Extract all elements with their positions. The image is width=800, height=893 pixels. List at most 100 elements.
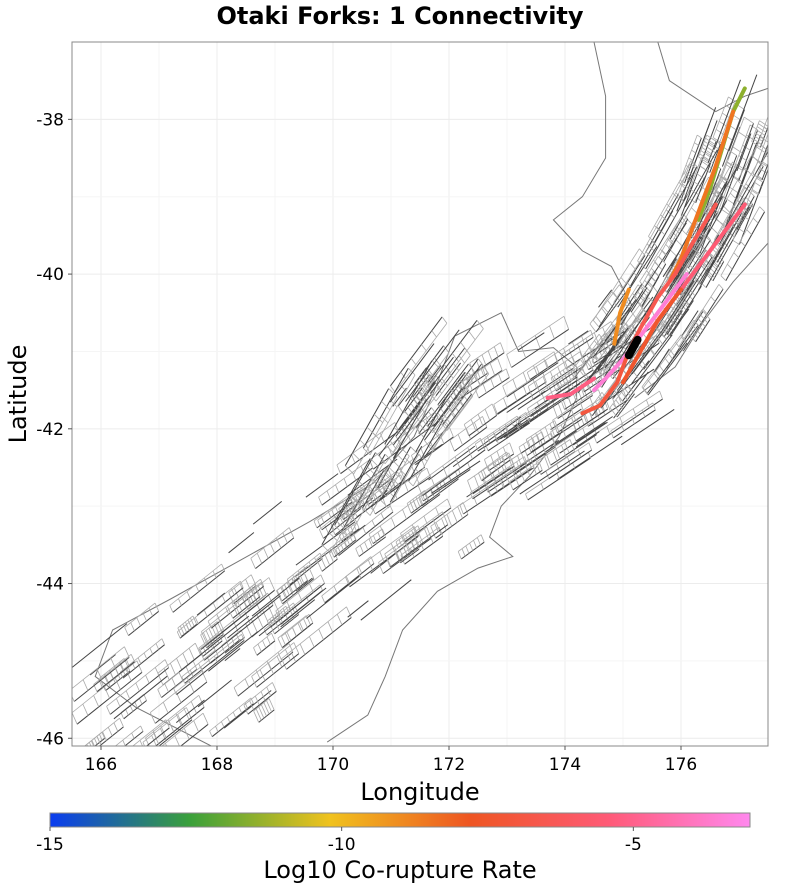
fault-trace bbox=[392, 387, 407, 407]
grid-lines bbox=[72, 42, 768, 746]
fault-dip-surface bbox=[525, 451, 591, 501]
fault-dip-surface bbox=[730, 124, 758, 182]
fault-dip-surface bbox=[420, 462, 471, 502]
fault-trace bbox=[666, 249, 695, 293]
fault-trace bbox=[333, 539, 357, 558]
fault-trace bbox=[695, 319, 711, 343]
fault-trace bbox=[422, 449, 486, 497]
fault-dip-surface bbox=[200, 621, 224, 648]
fault-dip-surface bbox=[463, 403, 498, 436]
fault-trace bbox=[544, 430, 577, 453]
fault-dip-surface bbox=[384, 511, 449, 568]
fault-trace bbox=[89, 654, 116, 676]
fault-trace bbox=[145, 727, 170, 746]
fault-dip-surface bbox=[525, 420, 560, 453]
fault-dip-surface bbox=[281, 613, 314, 646]
fault-dip-surface bbox=[396, 539, 420, 564]
fault-dip-surface bbox=[483, 412, 531, 451]
fault-trace bbox=[716, 195, 755, 263]
fault-dip-surface bbox=[106, 659, 170, 715]
fault-dip-surface bbox=[176, 580, 244, 639]
fault-dip-surface bbox=[72, 646, 130, 702]
fault-trace bbox=[227, 595, 281, 639]
fault-dip-surface bbox=[449, 416, 488, 452]
fault-dip-surface bbox=[589, 284, 626, 333]
fault-trace bbox=[392, 399, 427, 459]
fault-dip-surface bbox=[698, 134, 717, 164]
fault-trace bbox=[96, 661, 135, 693]
rupture-cook-strait-red bbox=[545, 376, 596, 400]
fault-trace bbox=[682, 288, 724, 352]
fault-trace bbox=[211, 703, 254, 738]
fault-trace bbox=[641, 263, 667, 307]
fault-trace bbox=[433, 387, 463, 427]
fault-dip-surface bbox=[173, 633, 245, 695]
fault-dip-surface bbox=[384, 360, 441, 453]
fault-trace bbox=[645, 193, 680, 253]
fault-trace bbox=[378, 381, 435, 456]
fault-dip-surface bbox=[266, 605, 290, 628]
fault-trace bbox=[208, 631, 259, 672]
fault-dip-surface bbox=[226, 583, 261, 619]
colorbar-title: Log10 Co-rupture Rate bbox=[263, 856, 537, 884]
fault-trace bbox=[728, 109, 745, 152]
fault-dip-surface bbox=[560, 377, 598, 410]
fault-dip-surface bbox=[664, 279, 702, 336]
fault-trace bbox=[704, 200, 728, 239]
fault-trace bbox=[374, 476, 431, 515]
fault-trace bbox=[128, 610, 160, 636]
fault-trace bbox=[389, 343, 435, 403]
fault-trace bbox=[595, 292, 626, 333]
fault-dip-surface bbox=[467, 452, 515, 495]
fault-trace bbox=[727, 126, 741, 160]
fault-dip-surface bbox=[639, 216, 687, 288]
fault-dip-surface bbox=[132, 719, 170, 746]
fault-trace bbox=[454, 426, 488, 452]
fault-trace bbox=[113, 675, 168, 720]
fault-trace bbox=[506, 362, 559, 398]
fault-trace bbox=[687, 107, 717, 183]
fault-trace bbox=[431, 460, 481, 494]
y-tick-label: -38 bbox=[36, 110, 64, 130]
fault-dip-surface bbox=[642, 319, 699, 394]
fault-trace bbox=[564, 387, 598, 410]
fault-dip-surface bbox=[720, 206, 765, 281]
fault-trace bbox=[698, 212, 743, 291]
fault-trace bbox=[423, 394, 472, 459]
fault-dip-surface bbox=[390, 316, 448, 393]
fault-trace bbox=[72, 623, 128, 669]
fault-trace bbox=[362, 367, 409, 449]
fault-trace bbox=[256, 653, 300, 688]
fault-trace bbox=[415, 436, 454, 466]
fault-trace bbox=[613, 371, 649, 419]
fault-dip-surface bbox=[157, 660, 198, 698]
fault-trace bbox=[557, 394, 593, 420]
rupture-wairarapa-orange bbox=[621, 287, 683, 385]
fault-trace bbox=[659, 280, 695, 334]
fault-trace bbox=[620, 408, 675, 446]
fault-trace bbox=[512, 469, 543, 491]
fault-trace bbox=[294, 524, 366, 578]
fault-trace bbox=[400, 548, 420, 564]
fault-trace bbox=[647, 342, 688, 396]
fault-dip-surface bbox=[752, 115, 768, 163]
fault-trace bbox=[676, 278, 695, 306]
fault-trace bbox=[428, 445, 476, 481]
fault-trace bbox=[224, 648, 241, 661]
rupture-axial-orange-red bbox=[626, 202, 718, 354]
fault-dip-surface bbox=[442, 390, 474, 431]
fault-trace bbox=[389, 445, 423, 503]
x-tick-label: 166 bbox=[85, 755, 117, 775]
y-tick-label: -42 bbox=[36, 420, 64, 440]
fault-trace bbox=[415, 394, 449, 453]
fault-trace bbox=[630, 287, 648, 313]
fault-trace bbox=[495, 390, 532, 416]
fault-dip-surface bbox=[569, 324, 622, 394]
y-tick-label: -44 bbox=[36, 575, 64, 595]
fault-trace bbox=[695, 162, 712, 203]
fault-dip-surface bbox=[636, 270, 660, 308]
fault-trace bbox=[362, 470, 385, 509]
fault-trace bbox=[645, 183, 695, 270]
fault-dip-surface bbox=[149, 670, 208, 724]
fault-dip-surface bbox=[362, 470, 392, 516]
